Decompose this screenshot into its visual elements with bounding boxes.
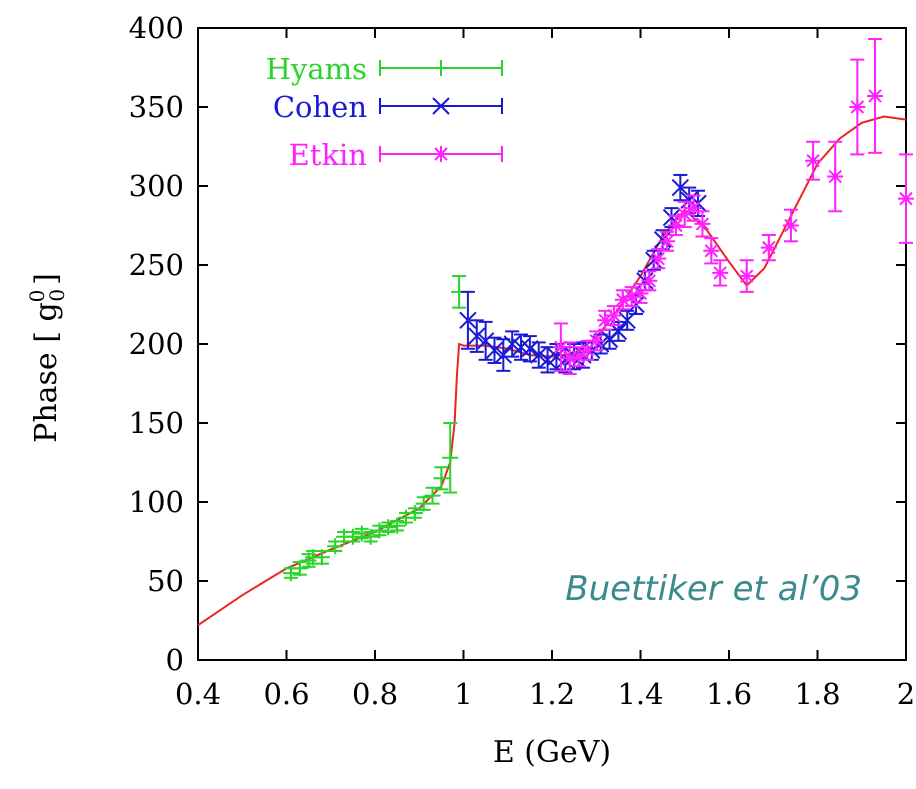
x-tick-label: 0.6 <box>263 677 309 711</box>
fit-curve <box>197 115 907 627</box>
data-point-etkin <box>782 208 799 243</box>
y-tick-label: 350 <box>129 90 184 124</box>
y-tick-label: 250 <box>129 248 184 282</box>
legend-label-etkin: Etkin <box>289 138 367 172</box>
x-tick-label: 0.4 <box>175 677 221 711</box>
y-tick-label: 50 <box>147 564 184 598</box>
legend-sample-etkin <box>379 146 503 162</box>
data-point-hyams <box>433 466 450 491</box>
data-point-hyams <box>291 560 308 577</box>
x-tick-label: 0.8 <box>352 677 398 711</box>
legend-sample-cohen <box>379 97 503 115</box>
data-point-hyams <box>371 522 388 539</box>
data-point-etkin <box>738 259 755 293</box>
legend-label-hyams: Hyams <box>266 52 367 86</box>
x-tick-label: 2 <box>897 677 915 711</box>
data-point-cohen <box>468 319 486 353</box>
x-tick-labels: 0.4 0.6 0.8 1 1.2 1.4 1.6 1.8 2 <box>175 677 915 711</box>
y-axis-title-close: ] <box>29 273 64 285</box>
y-tick-label: 0 <box>166 643 184 677</box>
data-point-etkin <box>659 230 676 252</box>
data-point-etkin <box>703 237 720 265</box>
data-point-etkin <box>605 305 622 327</box>
data-point-cohen <box>538 346 557 374</box>
y-tick-label: 100 <box>129 485 184 519</box>
legend-label-cohen: Cohen <box>273 90 367 124</box>
citation-annotation: Buettiker et al’03 <box>565 569 862 609</box>
data-point-hyams <box>424 486 441 505</box>
data-point-cohen <box>530 341 548 369</box>
data-point-etkin <box>849 58 866 156</box>
y-axis-title-sub: 0 <box>45 289 69 302</box>
data-point-cohen <box>618 309 636 331</box>
data-point-cohen <box>485 336 504 364</box>
x-axis-title: E (GeV) <box>493 735 611 770</box>
y-tick-label: 400 <box>129 11 184 45</box>
data-point-hyams <box>353 525 370 542</box>
data-point-etkin <box>579 339 596 361</box>
y-axis-title-base: Phase [ g <box>29 302 64 443</box>
data-points <box>282 38 914 582</box>
y-axis-title-sup: 0 <box>25 290 49 303</box>
data-point-hyams <box>389 517 406 534</box>
data-point-etkin <box>641 270 658 292</box>
legend-sample-hyams <box>379 60 503 76</box>
data-point-hyams <box>362 528 379 545</box>
data-point-etkin <box>898 153 914 244</box>
data-point-etkin <box>614 289 631 311</box>
data-point-cohen <box>600 328 619 350</box>
y-axis-title: Phase [ g00] <box>25 273 69 443</box>
x-tick-label: 1 <box>454 677 472 711</box>
x-tick-label: 1.2 <box>529 677 575 711</box>
data-point-etkin <box>760 233 777 262</box>
data-point-etkin <box>867 38 884 154</box>
data-point-etkin <box>694 210 711 238</box>
data-point-etkin <box>588 330 605 352</box>
data-point-etkin <box>667 215 684 236</box>
data-point-hyams <box>380 519 397 536</box>
data-point-hyams <box>313 549 330 566</box>
data-point-etkin <box>650 248 667 270</box>
data-point-etkin <box>712 259 729 287</box>
data-point-cohen <box>494 338 513 372</box>
data-point-hyams <box>300 552 317 569</box>
data-point-etkin <box>561 341 578 376</box>
data-point-hyams <box>406 505 423 522</box>
data-point-cohen <box>459 290 477 350</box>
data-point-etkin <box>805 140 822 181</box>
y-tick-label: 200 <box>129 327 184 361</box>
tick-marks <box>197 27 907 661</box>
data-point-etkin <box>676 200 693 229</box>
data-point-hyams <box>442 422 459 494</box>
data-point-cohen <box>503 330 521 358</box>
y-tick-label: 300 <box>129 169 184 203</box>
legend: Hyams Cohen Etkin <box>266 52 503 172</box>
y-tick-label: 150 <box>129 406 184 440</box>
data-point-hyams <box>451 275 468 309</box>
y-tick-labels: 0 50 100 150 200 250 300 350 400 <box>129 11 184 677</box>
data-point-hyams <box>344 528 361 545</box>
data-point-etkin <box>827 140 844 213</box>
x-tick-label: 1.6 <box>706 677 752 711</box>
data-point-cohen <box>671 173 690 202</box>
x-tick-label: 1.8 <box>794 677 840 711</box>
data-point-etkin <box>552 322 569 372</box>
x-tick-label: 1.4 <box>617 677 663 711</box>
